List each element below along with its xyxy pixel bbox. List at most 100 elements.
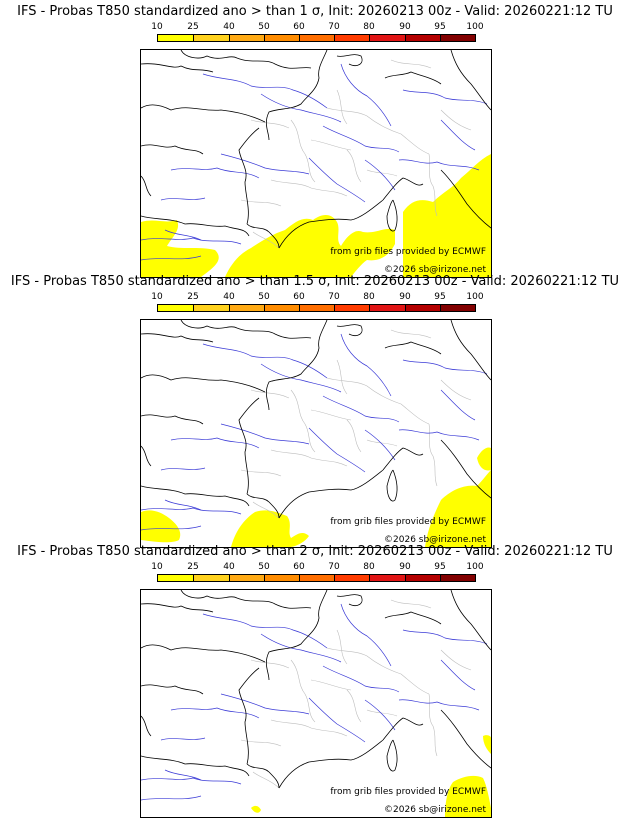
legend-tick-label: 25 <box>187 292 199 302</box>
river-line <box>308 157 366 203</box>
admin-border-line <box>310 679 352 691</box>
river-line <box>202 613 328 649</box>
coastline <box>246 763 280 789</box>
coastline-layer <box>141 320 491 519</box>
admin-border-line <box>428 153 438 217</box>
legend-swatch <box>299 574 335 582</box>
coastline <box>265 320 328 411</box>
river-line <box>141 525 202 531</box>
river-line <box>340 333 392 397</box>
probability-fill-layer <box>141 154 491 277</box>
source-credit: from grib files provided by ECMWF <box>330 247 486 257</box>
coastline <box>246 493 280 519</box>
panel-title: IFS - Probas T850 standardized ano > tha… <box>17 4 613 19</box>
legend-swatch <box>157 574 194 582</box>
legend-tick-label: 100 <box>466 562 484 572</box>
coastline <box>238 397 260 495</box>
coastline <box>382 447 424 471</box>
coastline <box>141 414 204 425</box>
coastline <box>141 445 152 467</box>
admin-border-line <box>326 647 430 695</box>
river-line <box>322 395 400 423</box>
coastline <box>238 127 260 225</box>
legend-swatch <box>229 574 265 582</box>
coastline <box>141 644 266 663</box>
river-line <box>220 153 310 175</box>
coastline <box>238 667 260 765</box>
legend-tick-label: 100 <box>466 22 484 32</box>
probability-map: from grib files provided by ECMWF ©2026 … <box>140 49 492 278</box>
coastline <box>141 715 152 737</box>
admin-border-line <box>240 469 282 477</box>
source-credit: from grib files provided by ECMWF <box>330 517 486 527</box>
river-line <box>398 429 480 441</box>
legend-swatch <box>264 304 300 312</box>
admin-border-line <box>366 169 398 177</box>
admin-border-line <box>252 501 280 519</box>
coastline <box>180 590 312 609</box>
coastline <box>141 215 250 237</box>
rivers-layer <box>141 603 488 801</box>
river-line <box>398 699 480 711</box>
admin-border-line <box>290 659 316 723</box>
coastline <box>141 374 266 393</box>
legend-tick-label: 10 <box>151 22 163 32</box>
legend-tick-label: 25 <box>187 562 199 572</box>
river-line <box>164 499 202 511</box>
river-line <box>141 777 242 785</box>
admin-border-line <box>346 419 362 453</box>
legend-tick-label: 95 <box>434 22 446 32</box>
coastline <box>440 439 491 499</box>
coastline <box>384 611 442 625</box>
river-line <box>364 429 396 461</box>
river-line <box>398 159 480 171</box>
coastline <box>246 223 280 249</box>
legend-swatch <box>157 304 194 312</box>
probability-fill-layer <box>251 735 491 817</box>
river-line <box>364 159 396 191</box>
legend-swatch <box>334 574 370 582</box>
river-line <box>170 437 260 449</box>
admin-border-line <box>366 709 398 717</box>
panel-title: IFS - Probas T850 standardized ano > tha… <box>10 274 620 289</box>
probability-area-10-25 <box>445 775 491 817</box>
admin-border-line <box>390 329 432 339</box>
coastline <box>450 50 491 111</box>
coastline <box>141 175 152 197</box>
admin-border-line <box>252 231 280 249</box>
river-line <box>308 427 366 473</box>
legend-tick-label: 40 <box>223 22 235 32</box>
legend-swatch <box>369 574 406 582</box>
legend-tick-label: 40 <box>223 292 235 302</box>
legend-tick-label: 80 <box>363 292 375 302</box>
legend-swatch <box>229 304 265 312</box>
admin-border-line <box>240 199 282 207</box>
coastline <box>278 469 384 519</box>
probability-area-10-25 <box>141 510 181 543</box>
coastline-layer <box>141 590 491 789</box>
river-line <box>440 119 476 151</box>
coastline <box>265 50 328 141</box>
river-line <box>202 343 328 379</box>
admin-border-line <box>290 389 316 453</box>
river-line <box>402 89 488 105</box>
legend-swatch <box>440 34 476 42</box>
river-line <box>141 237 242 245</box>
source-credit: from grib files provided by ECMWF <box>330 787 486 797</box>
probability-legend: 10 25 40 50 60 70 80 90 95 100 <box>151 562 484 586</box>
coastline <box>386 739 398 772</box>
river-line <box>260 363 342 393</box>
probability-area-10-25 <box>425 470 491 547</box>
legend-tick-label: 70 <box>328 562 340 572</box>
coastline <box>336 324 363 336</box>
legend-swatch <box>299 34 335 42</box>
river-line <box>260 633 342 663</box>
coastline <box>384 71 442 85</box>
legend-tick-label: 95 <box>434 562 446 572</box>
copyright-credit: ©2026 sb@irizone.net <box>384 535 486 545</box>
coastline <box>384 341 442 355</box>
admin-border-line <box>346 149 362 183</box>
legend-tick-label: 70 <box>328 22 340 32</box>
coastline <box>278 199 384 249</box>
legend-tick-label: 60 <box>293 292 305 302</box>
